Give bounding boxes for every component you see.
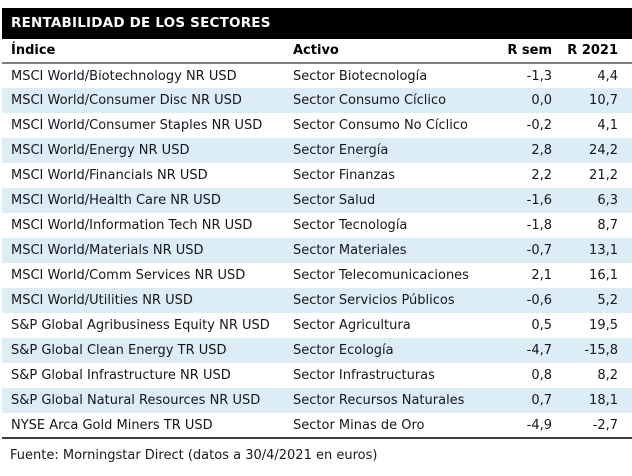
column-header-r-sem: R sem	[500, 39, 552, 64]
weekly-return-cell: 2,1	[531, 268, 552, 283]
ytd-return-cell: 19,5	[589, 318, 618, 333]
column-header-r-2021: R 2021	[552, 39, 632, 64]
ytd-return-cell: -2,7	[552, 413, 632, 439]
index-name-cell: S&P Global Clean Energy TR USD	[11, 343, 227, 358]
weekly-return-cell: -0,2	[526, 118, 552, 133]
sector-name-cell: Sector Consumo Cíclico	[293, 93, 447, 108]
sector-name-cell: Sector Agricultura	[293, 318, 411, 333]
sector-name-cell: Sector Telecomunicaciones	[293, 268, 469, 283]
table-row: MSCI World/Energy NR USD Sector Energía …	[2, 138, 632, 163]
sector-returns-table: Índice Activo R sem R 2021 MSCI World/Bi…	[2, 39, 632, 439]
ytd-return-cell: 16,1	[589, 268, 618, 283]
table-row: MSCI World/Consumer Disc NR USD Sector C…	[2, 88, 632, 113]
index-name-cell: MSCI World/Financials NR USD	[11, 168, 208, 183]
ytd-return-cell: 4,1	[597, 118, 618, 133]
index-name-cell: MSCI World/Utilities NR USD	[11, 293, 193, 308]
table-row: MSCI World/Consumer Staples NR USD Secto…	[2, 113, 632, 138]
ytd-return-cell: 10,7	[589, 93, 618, 108]
ytd-return-cell: 8,7	[597, 218, 618, 233]
weekly-return-cell: 0,0	[531, 93, 552, 108]
source-note: Fuente: Morningstar Direct (datos a 30/4…	[10, 448, 378, 463]
ytd-return-cell: 21,2	[589, 168, 618, 183]
index-name-cell: NYSE Arca Gold Miners TR USD	[2, 413, 285, 439]
index-name-cell: MSCI World/Health Care NR USD	[11, 193, 221, 208]
weekly-return-cell: -1,8	[526, 218, 552, 233]
table-row: MSCI World/Health Care NR USD Sector Sal…	[2, 188, 632, 213]
sector-name-cell: Sector Materiales	[293, 243, 407, 258]
index-name-cell: MSCI World/Comm Services NR USD	[11, 268, 246, 283]
weekly-return-cell: 0,7	[531, 393, 552, 408]
index-name-cell: MSCI World/Consumer Disc NR USD	[11, 93, 242, 108]
sector-name-cell: Sector Energía	[293, 143, 389, 158]
ytd-return-cell: 24,2	[589, 143, 618, 158]
ytd-return-cell: 18,1	[589, 393, 618, 408]
weekly-return-cell: 2,2	[531, 168, 552, 183]
table-row: S&P Global Agribusiness Equity NR USD Se…	[2, 313, 632, 338]
table-row: S&P Global Infrastructure NR USD Sector …	[2, 363, 632, 388]
table-row: MSCI World/Materials NR USD Sector Mater…	[2, 238, 632, 263]
sector-name-cell: Sector Finanzas	[293, 168, 396, 183]
sector-name-cell: Sector Tecnología	[293, 218, 408, 233]
table-row: NYSE Arca Gold Miners TR USD Sector Mina…	[2, 413, 632, 439]
sector-name-cell: Sector Infrastructuras	[293, 368, 435, 383]
index-name-cell: S&P Global Infrastructure NR USD	[11, 368, 231, 383]
index-name-cell: S&P Global Agribusiness Equity NR USD	[11, 318, 270, 333]
weekly-return-cell: -4,7	[526, 343, 552, 358]
sector-name-cell: Sector Biotecnología	[293, 68, 428, 84]
sector-name-cell: Sector Ecología	[293, 343, 394, 358]
weekly-return-cell: -4,9	[500, 413, 552, 439]
weekly-return-cell: -0,6	[526, 293, 552, 308]
weekly-return-cell: -0,7	[526, 243, 552, 258]
sector-name-cell: Sector Minas de Oro	[285, 413, 500, 439]
index-name-cell: MSCI World/Consumer Staples NR USD	[11, 118, 263, 133]
column-header-indice: Índice	[2, 39, 285, 64]
table-title-bar: RENTABILIDAD DE LOS SECTORES	[2, 8, 632, 39]
index-name-cell: MSCI World/Biotechnology NR USD	[11, 68, 237, 84]
ytd-return-cell: 13,1	[589, 243, 618, 258]
column-header-activo: Activo	[285, 39, 500, 64]
weekly-return-cell: -1,6	[526, 193, 552, 208]
sector-name-cell: Sector Consumo No Cíclico	[293, 118, 468, 133]
ytd-return-cell: 4,4	[597, 68, 618, 84]
table-row: MSCI World/Biotechnology NR USD Sector B…	[2, 63, 632, 88]
table-row: MSCI World/Comm Services NR USD Sector T…	[2, 263, 632, 288]
index-name-cell: MSCI World/Energy NR USD	[11, 143, 190, 158]
table-row: MSCI World/Utilities NR USD Sector Servi…	[2, 288, 632, 313]
ytd-return-cell: 5,2	[597, 293, 618, 308]
sector-name-cell: Sector Salud	[293, 193, 376, 208]
index-name-cell: S&P Global Natural Resources NR USD	[11, 393, 261, 408]
weekly-return-cell: 0,5	[531, 318, 552, 333]
weekly-return-cell: 2,8	[531, 143, 552, 158]
table-row: S&P Global Natural Resources NR USD Sect…	[2, 388, 632, 413]
table-body: MSCI World/Biotechnology NR USD Sector B…	[2, 63, 632, 439]
table-row: MSCI World/Financials NR USD Sector Fina…	[2, 163, 632, 188]
ytd-return-cell: 8,2	[597, 368, 618, 383]
index-name-cell: MSCI World/Information Tech NR USD	[11, 218, 253, 233]
sector-name-cell: Sector Recursos Naturales	[293, 393, 465, 408]
weekly-return-cell: -1,3	[526, 68, 552, 84]
sector-name-cell: Sector Servicios Públicos	[293, 293, 455, 308]
ytd-return-cell: 6,3	[597, 193, 618, 208]
index-name-cell: MSCI World/Materials NR USD	[11, 243, 204, 258]
table-row: S&P Global Clean Energy TR USD Sector Ec…	[2, 338, 632, 363]
table-header-row: Índice Activo R sem R 2021	[2, 39, 632, 64]
table-row: MSCI World/Information Tech NR USD Secto…	[2, 213, 632, 238]
weekly-return-cell: 0,8	[531, 368, 552, 383]
ytd-return-cell: -15,8	[584, 343, 618, 358]
